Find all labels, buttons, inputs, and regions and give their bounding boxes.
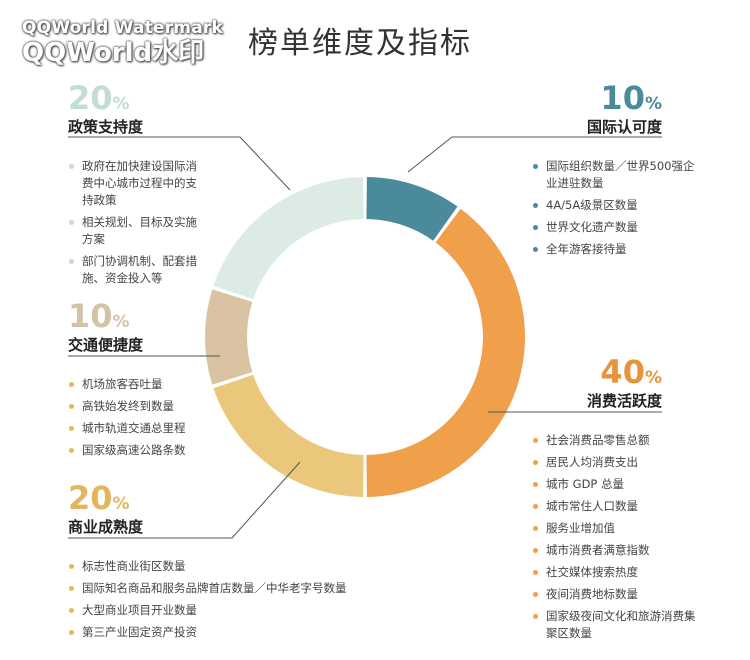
category-block-traffic: 10% 交通便捷度 <box>68 300 218 355</box>
indicator-item-consume-7: 社交媒体搜索热度 <box>532 564 702 581</box>
percent-consume: 40% <box>520 356 662 388</box>
indicator-list-traffic: 机场旅客吞吐量 高铁始发终到数量 城市轨道交通总里程 国家级高速公路条数 <box>68 376 218 464</box>
leader-intl <box>407 136 662 173</box>
category-block-commerce: 20% 商业成熟度 <box>68 482 218 537</box>
indicator-item-intl-2: 4A/5A级景区数量 <box>532 197 702 214</box>
percent-consume-value: 40 <box>600 353 645 391</box>
category-label-consume: 消费活跃度 <box>586 392 662 410</box>
percent-policy-value: 20 <box>68 79 113 117</box>
percent-sign: % <box>112 94 130 114</box>
chart-title: 榜单维度及指标 <box>248 26 472 61</box>
category-block-policy: 20% 政策支持度 <box>68 82 218 137</box>
indicator-item-commerce-3: 大型商业项目开业数量 <box>68 602 388 619</box>
category-label-policy: 政策支持度 <box>68 118 144 136</box>
watermark: QQWorld Watermark QQWorld水印 <box>22 18 223 68</box>
indicator-item-commerce-4: 第三产业固定资产投资 <box>68 624 388 641</box>
percent-sign: % <box>644 368 662 388</box>
indicator-item-traffic-2: 高铁始发终到数量 <box>68 398 218 415</box>
percent-sign: % <box>112 494 130 514</box>
leader-policy <box>68 136 291 191</box>
slice-consume <box>366 208 525 497</box>
indicator-item-policy-2: 相关规划、目标及实施方案 <box>68 214 208 248</box>
indicator-item-traffic-1: 机场旅客吞吐量 <box>68 376 218 393</box>
percent-intl: 10% <box>520 82 662 114</box>
indicator-item-intl-4: 全年游客接待量 <box>532 241 702 258</box>
indicator-list-consume: 社会消费品零售总额 居民人均消费支出 城市 GDP 总量 城市常住人口数量 服务业增加值… <box>532 432 702 647</box>
category-label-commerce: 商业成熟度 <box>68 518 144 536</box>
watermark-line-1: QQWorld Watermark <box>22 18 223 38</box>
slice-commerce <box>213 374 364 497</box>
percent-traffic: 10% <box>68 300 218 332</box>
indicator-item-intl-1: 国际组织数量／世界500强企业进驻数量 <box>532 158 702 192</box>
indicator-list-policy: 政府在加快建设国际消费中心城市过程中的支持政策相关规划、目标及实施方案 部门协调机… <box>68 158 208 292</box>
indicator-item-consume-1: 社会消费品零售总额 <box>532 432 702 449</box>
percent-traffic-value: 10 <box>68 297 113 335</box>
percent-policy: 20% <box>68 82 218 114</box>
indicator-item-consume-4: 城市常住人口数量 <box>532 498 702 515</box>
slice-traffic <box>204 289 253 385</box>
leader-commerce <box>68 461 301 539</box>
slice-intl <box>366 177 458 241</box>
percent-intl-value: 10 <box>600 79 645 117</box>
indicator-item-consume-9: 国家级夜间文化和旅游消费集聚区数量 <box>532 608 702 642</box>
percent-sign: % <box>644 94 662 114</box>
indicator-item-policy-1: 政府在加快建设国际消费中心城市过程中的支持政策 <box>68 158 208 209</box>
indicator-item-policy-3: 部门协调机制、配套措施、资金投入等 <box>68 253 208 287</box>
category-label-intl: 国际认可度 <box>586 118 662 136</box>
indicator-list-intl: 国际组织数量／世界500强企业进驻数量 4A/5A级景区数量 世界文化遗产数量 全年游… <box>532 158 702 263</box>
indicator-item-traffic-4: 国家级高速公路条数 <box>68 442 218 459</box>
indicator-item-consume-6: 城市消费者满意指数 <box>532 542 702 559</box>
indicator-item-intl-3: 世界文化遗产数量 <box>532 219 702 236</box>
indicator-item-commerce-2: 国际知名商品和服务品牌首店数量／中华老字号数量 <box>68 580 388 597</box>
category-block-consume: 40% 消费活跃度 <box>520 356 662 411</box>
indicator-list-commerce: 标志性商业街区数量 国际知名商品和服务品牌首店数量／中华老字号数量 大型商业项目开业… <box>68 558 388 646</box>
category-block-intl: 10% 国际认可度 <box>520 82 662 137</box>
percent-commerce-value: 20 <box>68 479 113 517</box>
indicator-item-consume-2: 居民人均消费支出 <box>532 454 702 471</box>
percent-sign: % <box>112 312 130 332</box>
percent-commerce: 20% <box>68 482 218 514</box>
indicator-item-traffic-3: 城市轨道交通总里程 <box>68 420 218 437</box>
category-label-traffic: 交通便捷度 <box>68 336 144 354</box>
indicator-item-consume-3: 城市 GDP 总量 <box>532 476 702 493</box>
indicator-item-consume-8: 夜间消费地标数量 <box>532 586 702 603</box>
indicator-item-commerce-1: 标志性商业街区数量 <box>68 558 388 575</box>
indicator-item-consume-5: 服务业增加值 <box>532 520 702 537</box>
slice-policy <box>213 177 364 300</box>
watermark-line-2: QQWorld水印 <box>22 38 205 68</box>
